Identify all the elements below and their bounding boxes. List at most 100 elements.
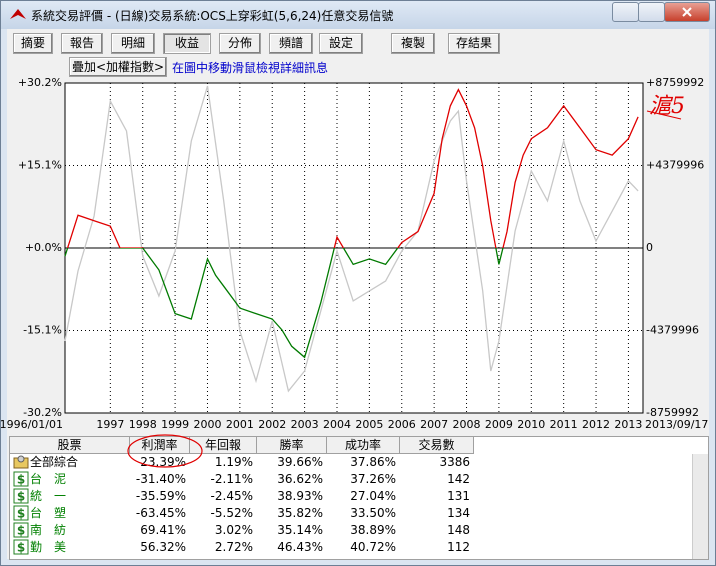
column-header[interactable]: 年回報 [190,437,257,454]
y2-tick-label: 0 [646,241,653,254]
table-cell: -35.59% [135,489,186,503]
column-header[interactable]: 成功率 [327,437,400,454]
y-tick-label: +30.2% [18,76,62,89]
x-tick-label: 2001 [226,418,254,431]
y-tick-label: -30.2% [23,406,62,419]
table-cell: 33.50% [350,506,396,520]
x-tick-label: 2010 [517,418,545,431]
red-circle [127,434,203,468]
table-cell: 148 [447,523,470,537]
client-area: 摘要 報告 明細 收益 分佈 頻譜 設定 複製 存結果 疊加<加權指數> 在圖中… [1,29,709,560]
app-icon [10,9,26,19]
row-icon: $ [13,488,29,504]
y2-tick-label: -8759992 [646,406,699,419]
x-tick-label: 2007 [420,418,448,431]
title-bar: 系統交易評價 - (日線)交易系統:OCS上穿彩虹(5,6,24)任意交易信號 [1,1,715,29]
tab-button[interactable]: 明細 [111,33,155,54]
tab-button[interactable]: 設定 [319,33,363,54]
table-cell: 56.32% [140,540,186,554]
table-cell: 3386 [439,455,470,469]
x-tick-label: 2008 [453,418,481,431]
table-cell: 1.19% [214,455,253,469]
x-tick-label: 2005 [355,418,383,431]
table-cell: -63.45% [135,506,186,520]
stock-name: 台 泥 [30,472,67,486]
table-cell: 3.02% [214,523,253,537]
overlay-button[interactable]: 疊加<加權指數> [69,57,167,77]
table-cell: 37.26% [350,472,396,486]
x-tick-label: 2011 [550,418,578,431]
row-icon: $ [13,505,29,521]
table-cell: 131 [447,489,470,503]
table-cell: 37.86% [350,455,396,469]
table-cell: 2.72% [214,540,253,554]
x-tick-label: 1999 [161,418,189,431]
tab-button[interactable]: 分佈 [219,33,261,54]
table-cell: 46.43% [277,540,323,554]
hint-text: 在圖中移動滑鼠檢視詳細訊息 [172,61,329,75]
table-cell: 142 [447,472,470,486]
column-header[interactable]: 交易數 [400,437,474,454]
table-cell: 69.41% [140,523,186,537]
y-tick-label: +0.0% [25,241,62,254]
svg-text:$: $ [17,473,25,487]
x-tick-label: 2002 [258,418,286,431]
tab-button[interactable]: 頻譜 [269,33,313,54]
scrollbar[interactable] [692,454,708,559]
action-button[interactable]: 存結果 [448,33,500,54]
stock-name: 勤 美 [30,540,67,554]
annotation: 滬5 [649,94,685,119]
table-cell: 134 [447,506,470,520]
table-cell: 36.62% [277,472,323,486]
y2-tick-label: +4379996 [646,159,704,172]
stock-name: 南 紡 [30,523,67,537]
table-cell: 38.89% [350,523,396,537]
tab-button[interactable]: 摘要 [13,33,53,54]
table-cell: 35.14% [277,523,323,537]
window-title: 系統交易評價 - (日線)交易系統:OCS上穿彩虹(5,6,24)任意交易信號 [31,9,394,23]
table-cell: -5.52% [210,506,253,520]
table-cell: 40.72% [350,540,396,554]
row-icon: $ [13,539,29,555]
x-end-label: 2013/09/17 [645,418,708,431]
table-cell: -2.11% [210,472,253,486]
tab-button[interactable]: 報告 [61,33,103,54]
table-cell: 27.04% [350,489,396,503]
stock-name: 全部綜合 [30,455,79,469]
table-cell: 35.82% [277,506,323,520]
x-tick-label: 2006 [388,418,416,431]
x-tick-label: 2000 [193,418,221,431]
row-icon: $ [13,522,29,538]
svg-text:$: $ [17,507,25,521]
y2-tick-label: +8759992 [646,76,704,89]
x-tick-label: 2009 [485,418,513,431]
table-cell: 38.93% [277,489,323,503]
chart: +30.2%+15.1%+0.0%-15.1%-30.2%1996/01/01 … [1,76,708,431]
column-header[interactable]: 利潤率 [130,437,190,454]
row-icon [13,455,29,469]
column-header[interactable]: 股票 [10,437,130,454]
svg-text:$: $ [17,541,25,555]
x-tick-label: 2004 [323,418,351,431]
y-tick-label: -15.1% [23,324,62,337]
table: 股票 利潤率 年回報 勝率 成功率 交易數 全部綜合 23.39% 1.19% 39.66% 37.… [9,436,709,560]
column-header[interactable]: 勝率 [257,437,327,454]
x-tick-label: 2003 [291,418,319,431]
x-start-label: 1996/01/01 [1,418,63,431]
y2-tick-label: -4379996 [646,324,699,337]
table-cell: -31.40% [135,472,186,486]
table-cell: 112 [447,540,470,554]
line [64,88,639,359]
annotation-stroke [646,110,682,120]
svg-text:$: $ [17,524,25,538]
table-cell: -2.45% [210,489,253,503]
line [64,85,639,393]
tab-button[interactable]: 收益 [163,33,211,54]
row-icon: $ [13,471,29,487]
svg-text:$: $ [17,490,25,504]
action-button[interactable]: 複製 [391,33,435,54]
x-tick-label: 1997 [96,418,124,431]
close-button[interactable] [664,2,710,22]
x-tick-label: 1998 [129,418,157,431]
